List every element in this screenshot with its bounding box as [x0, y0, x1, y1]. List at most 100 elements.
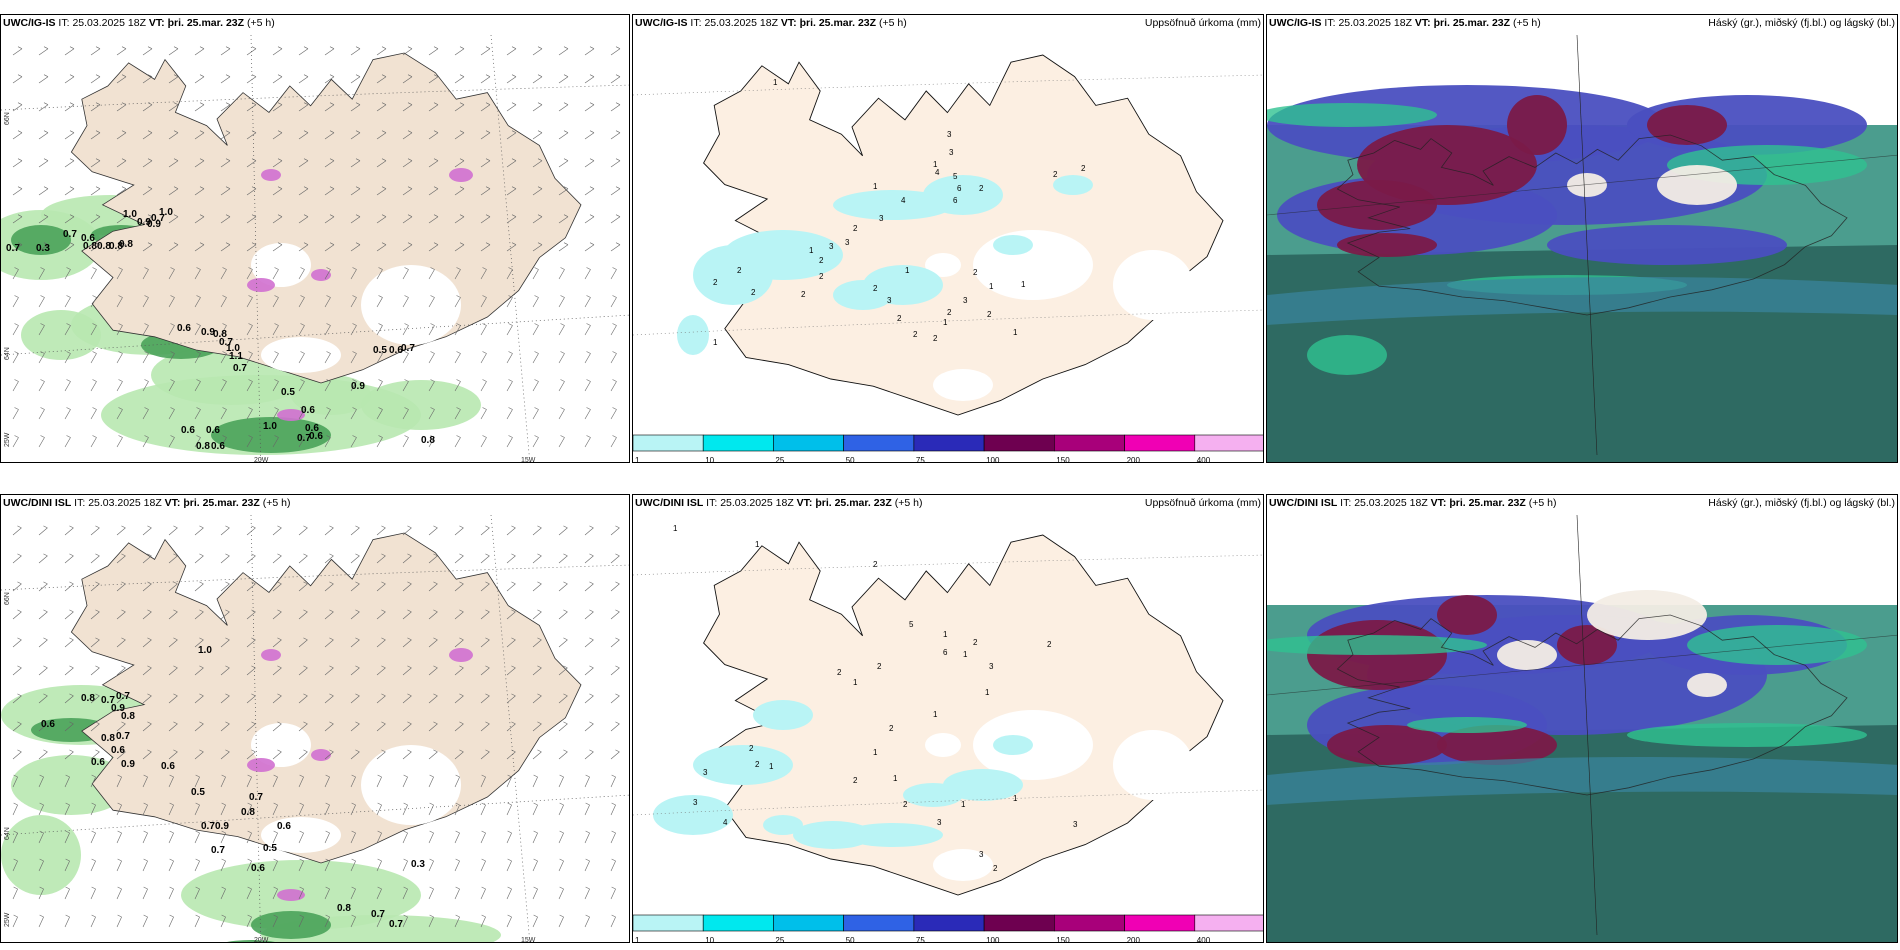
wind-barb — [303, 721, 308, 725]
wind-barb — [480, 381, 487, 392]
wind-barb — [558, 667, 568, 676]
wind-barb — [92, 379, 97, 382]
it-label: IT: — [706, 497, 718, 509]
wind-barb — [563, 74, 569, 77]
wind-barb — [537, 665, 542, 669]
wind-barb — [376, 353, 383, 364]
panel-header: UWC/IG-IS IT: 25.03.2025 18Z VT: þri. 25… — [635, 17, 907, 29]
wind-barb — [454, 583, 464, 592]
wind-barb — [584, 104, 595, 112]
precip-value-label: 0.6 — [389, 345, 403, 356]
wind-barb — [563, 665, 568, 669]
wind-barb — [199, 693, 204, 697]
wind-barb — [142, 104, 153, 112]
wind-barb — [610, 527, 620, 536]
wind-barb — [433, 609, 438, 613]
wind-barb — [91, 830, 96, 834]
precip-value-label: 1 — [943, 318, 948, 327]
wind-barb — [381, 74, 387, 77]
wind-barb — [246, 297, 253, 308]
wind-barb — [454, 269, 461, 280]
wind-barb — [350, 832, 356, 844]
wind-barb — [298, 188, 309, 196]
wind-barb — [324, 244, 335, 252]
wind-barb — [610, 244, 621, 252]
precip-value-label: 3 — [1073, 820, 1078, 829]
wind-barb — [12, 667, 22, 676]
wind-barb — [12, 751, 22, 760]
wind-barb — [40, 323, 45, 326]
wind-barb — [64, 583, 74, 592]
high-cloud-area — [1647, 105, 1727, 145]
wind-barb — [272, 188, 283, 196]
wind-barb — [225, 581, 230, 585]
wind-barb — [298, 804, 304, 816]
wind-barb — [121, 130, 127, 133]
wind-barb — [40, 379, 45, 382]
precip-value-label: 0.7 — [219, 337, 233, 348]
wind-barb — [12, 409, 19, 420]
precip-value-label: 0.5 — [191, 787, 205, 798]
colorbar-tick: 25 — [775, 936, 784, 943]
wind-barb — [194, 888, 200, 900]
wind-barb — [589, 693, 594, 697]
wind-barb — [456, 323, 461, 326]
wind-barb — [454, 639, 464, 648]
wind-barb — [586, 407, 591, 410]
vt-time: þri. 25.mar. 23Z — [1449, 497, 1526, 509]
wind-barb — [559, 802, 564, 806]
precip-value-label: 6 — [957, 184, 962, 193]
wind-barb — [298, 437, 305, 448]
wind-barb — [199, 158, 205, 161]
wind-barb — [511, 553, 516, 557]
wind-barb — [615, 553, 620, 557]
wind-barb — [455, 858, 460, 862]
wind-barb — [350, 437, 357, 448]
wind-barb — [407, 525, 412, 529]
wind-barb — [95, 102, 101, 105]
wind-barb — [194, 751, 204, 760]
wind-barb — [272, 381, 279, 392]
wind-barb — [324, 527, 334, 536]
wind-barb — [246, 751, 256, 760]
colorbar-tick: 400 — [1197, 456, 1211, 463]
wind-barb — [95, 186, 101, 189]
wind-barb — [38, 751, 48, 760]
wind-barb — [169, 914, 174, 918]
wind-barb — [584, 583, 594, 592]
wind-barb — [95, 693, 100, 697]
wind-barb — [90, 695, 100, 704]
wind-barb — [355, 242, 361, 245]
cloud-band — [1267, 103, 1437, 127]
wind-barb — [12, 776, 18, 788]
wind-barb — [350, 639, 360, 648]
shade-area — [227, 940, 275, 942]
wind-barb — [142, 437, 149, 448]
it-label: IT: — [58, 17, 70, 29]
wind-barb — [38, 132, 49, 140]
wind-barb — [12, 695, 22, 704]
wind-barb — [69, 214, 75, 217]
precip-value-label: 1 — [943, 630, 948, 639]
wind-barb — [454, 527, 464, 536]
wind-barb — [65, 858, 70, 862]
wind-barb — [534, 323, 539, 326]
wind-barb — [168, 353, 175, 364]
wind-barb — [376, 832, 382, 844]
wind-barb — [610, 860, 616, 872]
wind-barb — [303, 553, 308, 557]
wind-barb — [480, 527, 490, 536]
snow-area — [277, 889, 305, 901]
wind-barb — [508, 295, 513, 298]
wind-barb — [378, 379, 383, 382]
wind-barb — [455, 802, 460, 806]
wind-barb — [585, 858, 590, 862]
wind-barb — [402, 216, 413, 224]
wind-barb — [615, 749, 620, 753]
wind-barb — [17, 749, 22, 753]
wind-barb — [170, 351, 175, 354]
wind-barb — [402, 583, 412, 592]
wind-barb — [558, 104, 569, 112]
precip-value-label: 1 — [893, 774, 898, 783]
